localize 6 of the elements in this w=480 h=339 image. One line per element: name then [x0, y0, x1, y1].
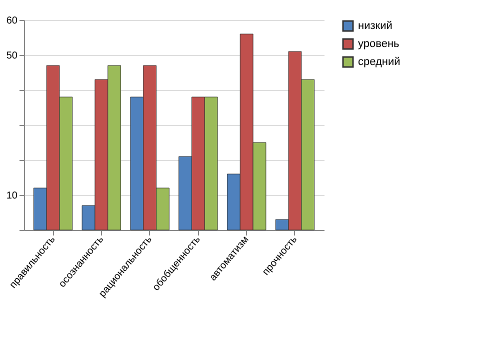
y-tick-label: 10 [6, 190, 18, 202]
legend-label: уровень [358, 38, 400, 50]
y-tick-label: 50 [6, 50, 18, 62]
legend-label: низкий [358, 20, 392, 32]
y-tick-label: 60 [6, 16, 18, 26]
legend-label: средний [358, 56, 400, 68]
